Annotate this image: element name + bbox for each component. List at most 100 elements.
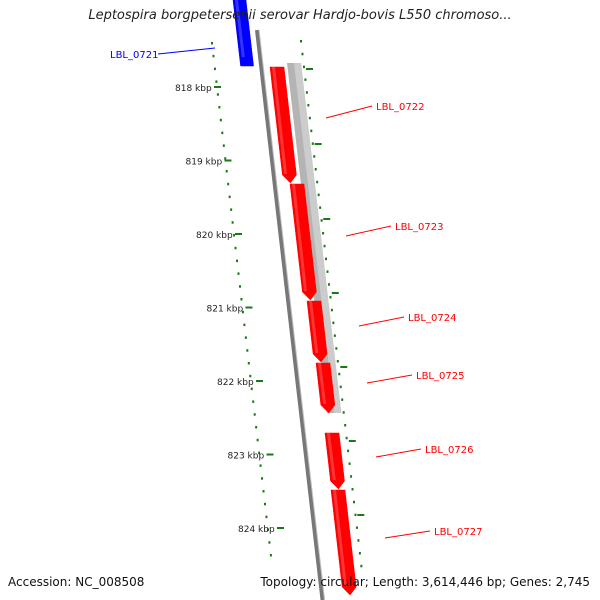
tick-dot [213,67,216,71]
major-tick [331,292,339,294]
gene-leader-line [384,530,431,539]
gene-block-shine [272,67,288,174]
tick-dot [352,500,355,504]
scale-labels: 818 kbp 819 kbp 820 kbp 821 kbp 822 kbp 823 k… [175,84,284,535]
scale-label: 820 kbp [196,231,233,241]
tick-dot [344,424,347,427]
gene-block [306,300,328,363]
gene-block [289,183,317,301]
tick-dot [333,334,336,337]
gene-label: LBL_0725 [416,371,464,382]
gene-leader-line [345,225,392,237]
tick-dot [351,488,354,491]
tick-dot [357,539,360,542]
tick-dot [269,554,272,557]
gene-leader-line [366,374,413,384]
tick-dot [240,298,243,301]
tick-dot [360,564,363,568]
tick-dot [212,54,215,58]
tick-dot [247,362,250,365]
tick-dot [354,513,357,517]
tick-dot [308,116,311,120]
tick-dot [341,398,344,401]
tick-dot [243,323,246,327]
major-tick [357,514,365,516]
tick-dot [311,142,314,145]
gene-block [324,432,345,490]
summary-text: Topology: circular; Length: 3,614,446 bp… [260,575,590,589]
gene-leader-line [358,316,405,327]
gene-leader-line [325,105,373,119]
tick-dot [325,257,328,261]
gene-label: LBL_0723 [395,222,443,233]
tick-dot [355,526,358,529]
scale-tick [245,306,253,309]
tick-dot [350,475,353,478]
tick-dot [317,193,320,197]
tick-dot [263,502,266,506]
tick-dot [339,385,342,389]
gene-labels: LBL_0721 LBL_0722 LBL_0723 LBL_0724 LBL_0725… [110,47,482,539]
tick-dot [336,360,339,363]
tick-dot [238,285,241,288]
tick-dot [215,80,218,83]
tick-dot [330,308,333,312]
gene-block-shine [309,301,319,353]
tick-dot [307,104,310,107]
gene-block [330,489,357,596]
tick-dot [258,451,261,455]
tick-dot [327,283,330,286]
tick-dot [218,106,221,109]
scale-tick [214,86,221,88]
tick-dot [246,349,249,352]
map-title: Leptospira borgpetersenii serovar Hardjo… [88,8,512,23]
scale-label: 822 kbp [217,378,254,388]
gene-block [315,362,336,414]
gene-leader-line [157,47,216,55]
gene-label: LBL_0726 [425,445,473,456]
tick-dot [221,131,224,135]
tick-dot [265,515,268,519]
gene-leader-line [375,448,422,458]
tick-dot [227,182,230,186]
minor-ticks [211,40,365,568]
tick-dot [345,436,348,440]
gene-track [232,0,357,596]
major-tick [306,68,313,70]
tick-dot [249,374,252,378]
gene-block-shine [327,433,336,480]
tick-dot [310,129,313,133]
gene-label: LBL_0721 [110,50,158,61]
tick-dot [224,157,227,160]
tick-dot [342,411,345,414]
tick-dot [335,347,338,350]
tick-dot [219,118,222,122]
tick-dot [222,144,225,147]
tick-dot [228,195,231,199]
tick-dot [266,528,269,531]
tick-dot [305,91,308,94]
gene-block-shine [333,490,347,586]
tick-dot [230,208,233,211]
tick-dot [326,270,329,273]
tick-dot [348,462,351,465]
gc-bar-highlight [294,63,342,413]
tick-dot [301,52,304,56]
tick-dot [319,206,322,209]
tick-dot [316,180,319,184]
tick-dot [261,477,264,480]
tick-dot [244,336,247,339]
tick-dot [304,78,307,81]
tick-dot [313,155,316,158]
tick-dot [256,438,259,442]
tick-dot [300,40,302,43]
scale-tick [266,453,274,456]
tick-dot [211,42,213,45]
tick-dot [332,321,335,325]
tick-dot [250,387,253,391]
tick-dot [302,65,305,69]
tick-dot [253,413,256,416]
major-tick [314,143,322,145]
tick-dot [347,449,350,453]
